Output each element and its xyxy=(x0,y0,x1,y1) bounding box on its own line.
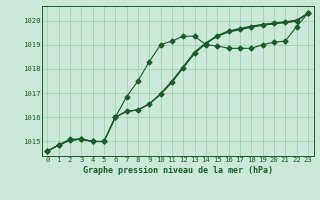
X-axis label: Graphe pression niveau de la mer (hPa): Graphe pression niveau de la mer (hPa) xyxy=(83,166,273,175)
